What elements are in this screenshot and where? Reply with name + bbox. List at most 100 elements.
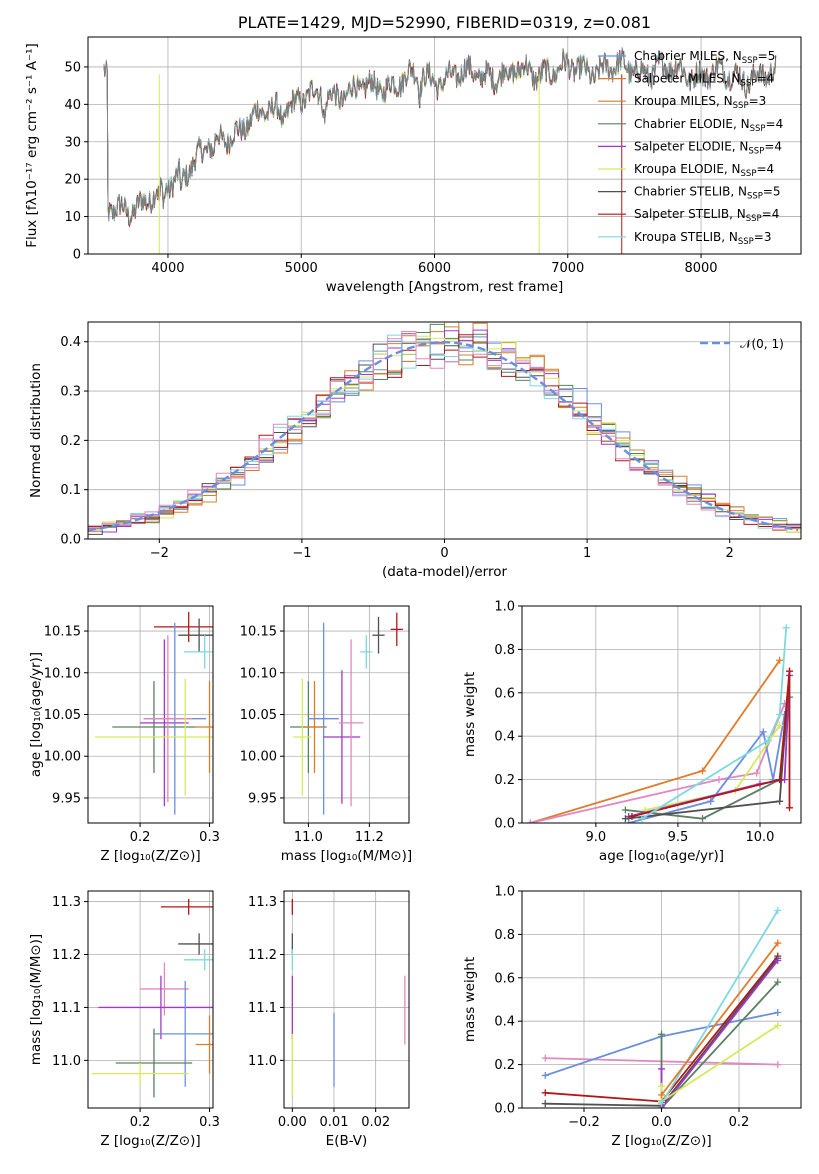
x-tick-label: 0.02	[361, 1115, 390, 1130]
histogram-line	[88, 331, 801, 530]
weight-point-marker	[541, 1071, 549, 1079]
legend-label: Chabrier ELODIE, NSSP=4	[634, 117, 783, 134]
legend-label-sub: SSP	[741, 79, 757, 89]
x-tick-label: 11.0	[294, 830, 323, 845]
y-tick-label: 10.10	[240, 666, 277, 681]
weight-series-line	[660, 959, 779, 1108]
plot-area	[103, 47, 777, 254]
y-tick-label: 0.8	[494, 643, 515, 658]
weight-point-marker	[774, 956, 782, 964]
y-tick-label: 0.6	[494, 686, 515, 701]
y-tick-label: 0.6	[494, 971, 515, 986]
y-tick-label: 0.8	[494, 928, 515, 943]
weight-series-line	[631, 671, 791, 818]
legend-label-text: Chabrier STELIB, N	[634, 185, 747, 199]
weight-point-marker	[715, 776, 723, 784]
axes-frame	[283, 605, 410, 824]
chart-title: PLATE=1429, MJD=52990, FIBERID=0319, z=0…	[238, 13, 651, 32]
legend-label-sub: SSP	[747, 192, 763, 202]
weight-point-marker	[658, 1082, 665, 1090]
legend-label: Kroupa MILES, NSSP=3	[634, 94, 766, 111]
x-axis-label: Z [log₁₀(Z/Z⊙)]	[100, 1133, 200, 1149]
x-tick-label: 8000	[684, 261, 717, 276]
x-axis-label: age [log₁₀(age/yr)]	[599, 848, 724, 864]
mass-vs-Z-panel: 0.2 0.3 11.0 11.1 11.2 11.3 Z [log₁₀(Z/Z⊙)] mas…	[28, 890, 220, 1149]
weight-point-marker	[774, 1061, 782, 1069]
y-tick-label: 0.0	[60, 533, 81, 548]
y-tick-label: 9.95	[248, 791, 277, 806]
y-tick-label: 0.0	[494, 817, 515, 832]
legend-label-n: =4	[756, 162, 774, 176]
y-tick-label: 10.05	[240, 708, 277, 723]
legend-label-text: Chabrier MILES, N	[634, 49, 742, 63]
legend-label-n: =5	[758, 49, 776, 63]
y-tick-label: 10	[64, 210, 81, 225]
weight-point-marker	[658, 1065, 665, 1073]
x-axis-label: E(B-V)	[326, 1133, 368, 1149]
x-tick-label: 0	[440, 546, 448, 561]
y-tick-label: 0.2	[60, 434, 81, 449]
histogram-line	[88, 334, 801, 529]
x-axis-label: (data-model)/error	[382, 564, 508, 580]
legend-label-text: Chabrier ELODIE, N	[634, 117, 750, 131]
x-tick-label: 0.3	[199, 830, 220, 845]
legend-label-n: =4	[762, 207, 780, 221]
y-tick-label: 11.2	[52, 948, 81, 963]
weight-point-marker	[628, 812, 636, 820]
axes-frame	[521, 605, 802, 824]
weight-point-marker	[786, 667, 794, 675]
x-tick-label: 2	[726, 546, 734, 561]
weight-point-marker	[774, 939, 782, 947]
y-tick-label: 0.1	[60, 483, 81, 498]
x-tick-label: 7000	[551, 261, 584, 276]
legend-label: Salpeter STELIB, NSSP=4	[634, 207, 779, 224]
weight-point-marker	[774, 1009, 782, 1017]
weight-point-marker	[786, 804, 794, 812]
age-vs-mass-panel: 11.0 11.2 9.95 10.00 10.05 10.10 10.15 mass [lo…	[240, 605, 412, 864]
weight-point-marker	[782, 624, 790, 632]
x-axis-label: wavelength [Angstrom, rest frame]	[326, 279, 564, 295]
y-tick-label: 11.2	[248, 948, 277, 963]
weight-point-marker	[658, 1091, 665, 1099]
plot-area	[291, 898, 406, 1098]
spectrum-series-line	[103, 47, 777, 226]
axes-frame	[283, 890, 410, 1109]
y-axis-label: Normed distribution	[28, 363, 44, 498]
weight-point-marker	[625, 819, 633, 823]
weight-series-line	[660, 942, 779, 1096]
legend-label-text: Kroupa STELIB, N	[634, 230, 738, 244]
weight-point-marker	[776, 776, 784, 784]
y-axis-label: mass [log₁₀(M/M⊙)]	[28, 934, 44, 1065]
legend-label: Salpeter ELODIE, NSSP=4	[634, 139, 782, 156]
legend-label-n: =4	[766, 117, 784, 131]
legend-label-sub: SSP	[733, 101, 749, 111]
legend-label-text: Kroupa MILES, N	[634, 94, 733, 108]
y-tick-label: 10.10	[44, 666, 81, 681]
y-tick-label: 0.4	[494, 1015, 515, 1030]
axes-frame	[87, 605, 214, 824]
legend-label: Salpeter MILES, NSSP=4	[634, 72, 774, 89]
y-tick-label: 0	[73, 248, 81, 263]
x-tick-label: 0.00	[278, 1115, 307, 1130]
mass-weight-vs-Z-panel: −0.2 0.0 0.2 0.0 0.2 0.4 0.6 0.8 1.0 Z [log₁₀(Z/Z…	[462, 885, 802, 1149]
weight-series-line	[641, 627, 788, 820]
y-tick-label: 10.15	[240, 625, 277, 640]
legend-label-sub: SSP	[742, 56, 758, 66]
y-tick-label: 11.3	[248, 895, 277, 910]
weight-point-marker	[638, 815, 646, 823]
weight-point-marker	[759, 728, 767, 736]
legend-label-n: =4	[764, 139, 782, 153]
plot-area	[88, 322, 801, 535]
weight-point-marker	[658, 1100, 665, 1108]
weight-point-marker	[541, 1054, 549, 1062]
x-tick-label: −1	[292, 546, 311, 561]
weight-point-marker	[621, 806, 629, 814]
legend-label-n: =5	[763, 185, 781, 199]
weight-point-marker	[776, 797, 784, 805]
legend-label-sub: SSP	[748, 146, 764, 156]
x-tick-label: 0.01	[320, 1115, 349, 1130]
normal-curve	[88, 340, 799, 532]
legend-label: 𝒩(0, 1)	[740, 337, 784, 351]
weight-point-marker	[541, 1100, 549, 1108]
